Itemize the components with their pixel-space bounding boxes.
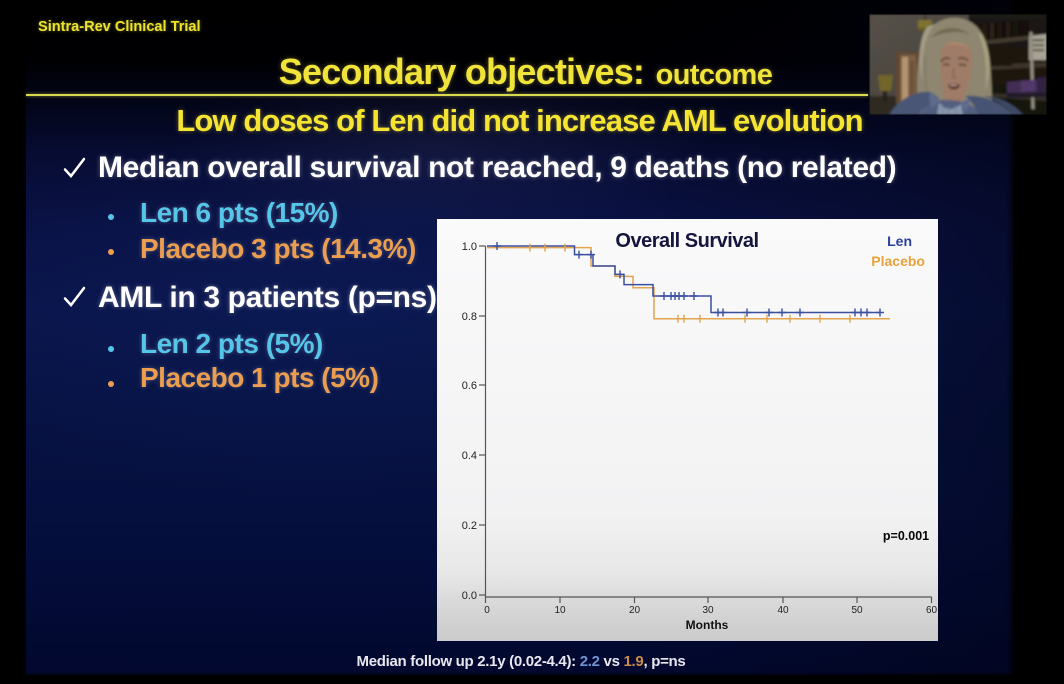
svg-text:20: 20 [629,605,641,616]
svg-text:0.8: 0.8 [462,311,477,323]
svg-text:0.4: 0.4 [462,450,477,462]
svg-text:0: 0 [484,605,490,616]
svg-text:p=0.001: p=0.001 [883,529,929,543]
svg-text:30: 30 [702,605,714,616]
svg-text:40: 40 [777,605,789,616]
svg-text:Placebo: Placebo [871,253,925,269]
svg-text:Months: Months [686,618,729,632]
svg-text:50: 50 [851,605,863,616]
svg-text:10: 10 [554,605,566,616]
svg-text:60: 60 [926,605,938,616]
svg-text:Overall Survival: Overall Survival [615,230,758,252]
svg-text:0.6: 0.6 [462,380,477,392]
svg-text:Len: Len [887,233,912,249]
svg-text:1.0: 1.0 [462,241,477,253]
svg-text:0.0: 0.0 [462,590,477,602]
svg-text:0.2: 0.2 [462,520,477,532]
